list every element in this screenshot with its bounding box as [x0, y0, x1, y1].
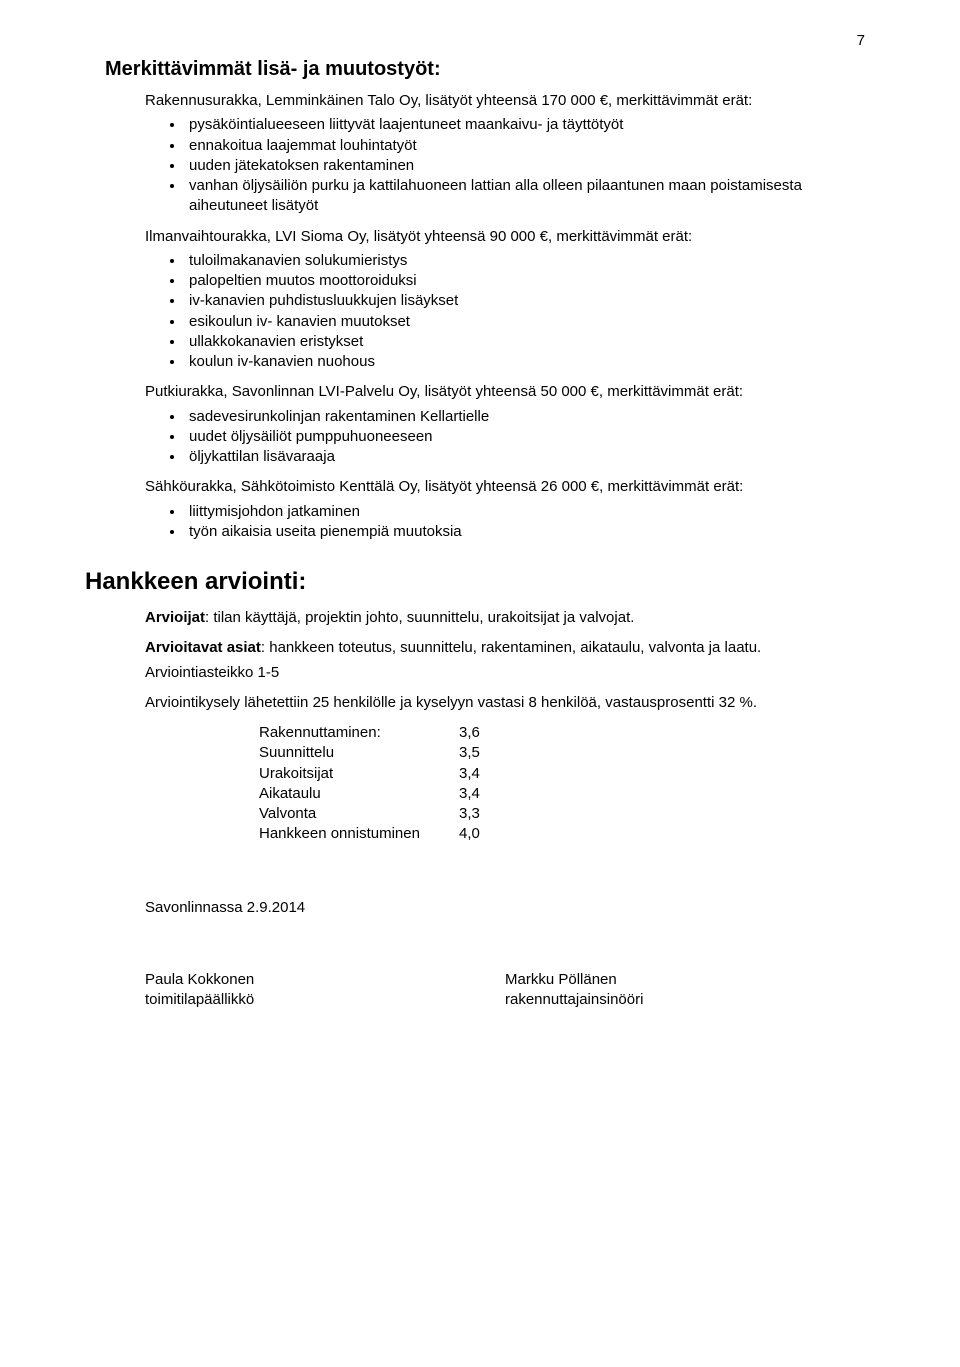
list-item: työn aikaisia useita pienempiä muutoksia	[185, 522, 865, 542]
list-item: ullakkokanavien eristykset	[185, 332, 865, 352]
rating-row: Aikataulu 3,4	[259, 784, 865, 804]
list-item: liittymisjohdon jatkaminen	[185, 502, 865, 522]
list-item: uudet öljysäiliöt pumppuhuoneeseen	[185, 427, 865, 447]
section-title-changes: Merkittävimmät lisä- ja muutostyöt:	[105, 58, 865, 81]
arvioijat-label: Arvioijat	[145, 609, 205, 626]
list-item: palopeltien muutos moottoroiduksi	[185, 271, 865, 291]
rating-value: 3,5	[459, 743, 480, 763]
rating-value: 4,0	[459, 824, 480, 844]
document-page: 7 Merkittävimmät lisä- ja muutostyöt: Ra…	[0, 0, 960, 1367]
list-item: ennakoitua laajemmat louhintatyöt	[185, 136, 865, 156]
rating-row: Suunnittelu 3,5	[259, 743, 865, 763]
group4-intro: Sähköurakka, Sähkötoimisto Kenttälä Oy, …	[145, 477, 865, 497]
arvioitavat-text: : hankkeen toteutus, suunnittelu, rakent…	[261, 639, 761, 656]
list-item: pysäköintialueeseen liittyvät laajentune…	[185, 115, 865, 135]
list-item: öljykattilan lisävaraaja	[185, 447, 865, 467]
section-title-evaluation: Hankkeen arviointi:	[85, 568, 865, 596]
rating-label: Urakoitsijat	[259, 764, 459, 784]
rating-value: 3,4	[459, 784, 480, 804]
footer-right: Markku Pöllänen rakennuttajainsinööri	[505, 970, 865, 1011]
footer-name-left: Paula Kokkonen	[145, 970, 505, 990]
list-item: esikoulun iv- kanavien muutokset	[185, 312, 865, 332]
list-item: tuloilmakanavien solukumieristys	[185, 251, 865, 271]
arvioijat-line: Arvioijat: tilan käyttäjä, projektin joh…	[145, 608, 865, 628]
rating-value: 3,4	[459, 764, 480, 784]
footer-name-right: Markku Pöllänen	[505, 970, 865, 990]
rating-label: Valvonta	[259, 804, 459, 824]
kysely-line: Arviointikysely lähetettiin 25 henkilöll…	[145, 693, 865, 713]
page-number: 7	[857, 32, 865, 49]
rating-row: Valvonta 3,3	[259, 804, 865, 824]
footer-title-right: rakennuttajainsinööri	[505, 990, 865, 1010]
group3-list: sadevesirunkolinjan rakentaminen Kellart…	[145, 407, 865, 468]
rating-label: Aikataulu	[259, 784, 459, 804]
list-item: koulun iv-kanavien nuohous	[185, 352, 865, 372]
rating-value: 3,6	[459, 723, 480, 743]
arvioitavat-label: Arvioitavat asiat	[145, 639, 261, 656]
arvioitavat-line: Arvioitavat asiat: hankkeen toteutus, su…	[145, 638, 865, 658]
ratings-block: Rakennuttaminen: 3,6 Suunnittelu 3,5 Ura…	[259, 723, 865, 845]
list-item: uuden jätekatoksen rakentaminen	[185, 156, 865, 176]
group4-list: liittymisjohdon jatkaminen työn aikaisia…	[145, 502, 865, 543]
group1-intro: Rakennusurakka, Lemminkäinen Talo Oy, li…	[145, 91, 865, 111]
list-item: sadevesirunkolinjan rakentaminen Kellart…	[185, 407, 865, 427]
rating-row: Rakennuttaminen: 3,6	[259, 723, 865, 743]
footer-signatures: Paula Kokkonen toimitilapäällikkö Markku…	[145, 970, 865, 1011]
rating-value: 3,3	[459, 804, 480, 824]
list-item: iv-kanavien puhdistusluukkujen lisäykset	[185, 291, 865, 311]
list-item: vanhan öljysäiliön purku ja kattilahuone…	[185, 176, 865, 217]
footer-title-left: toimitilapäällikkö	[145, 990, 505, 1010]
group3-intro: Putkiurakka, Savonlinnan LVI-Palvelu Oy,…	[145, 382, 865, 402]
group2-list: tuloilmakanavien solukumieristys palopel…	[145, 251, 865, 373]
rating-label: Suunnittelu	[259, 743, 459, 763]
group2-intro: Ilmanvaihtourakka, LVI Sioma Oy, lisätyö…	[145, 227, 865, 247]
footer-left: Paula Kokkonen toimitilapäällikkö	[145, 970, 505, 1011]
asteikko-line: Arviointiasteikko 1-5	[145, 663, 865, 683]
signoff-line: Savonlinnassa 2.9.2014	[145, 899, 865, 916]
rating-row: Hankkeen onnistuminen 4,0	[259, 824, 865, 844]
arvioijat-text: : tilan käyttäjä, projektin johto, suunn…	[205, 609, 634, 626]
group1-list: pysäköintialueeseen liittyvät laajentune…	[145, 115, 865, 216]
rating-label: Hankkeen onnistuminen	[259, 824, 459, 844]
rating-row: Urakoitsijat 3,4	[259, 764, 865, 784]
rating-label: Rakennuttaminen:	[259, 723, 459, 743]
